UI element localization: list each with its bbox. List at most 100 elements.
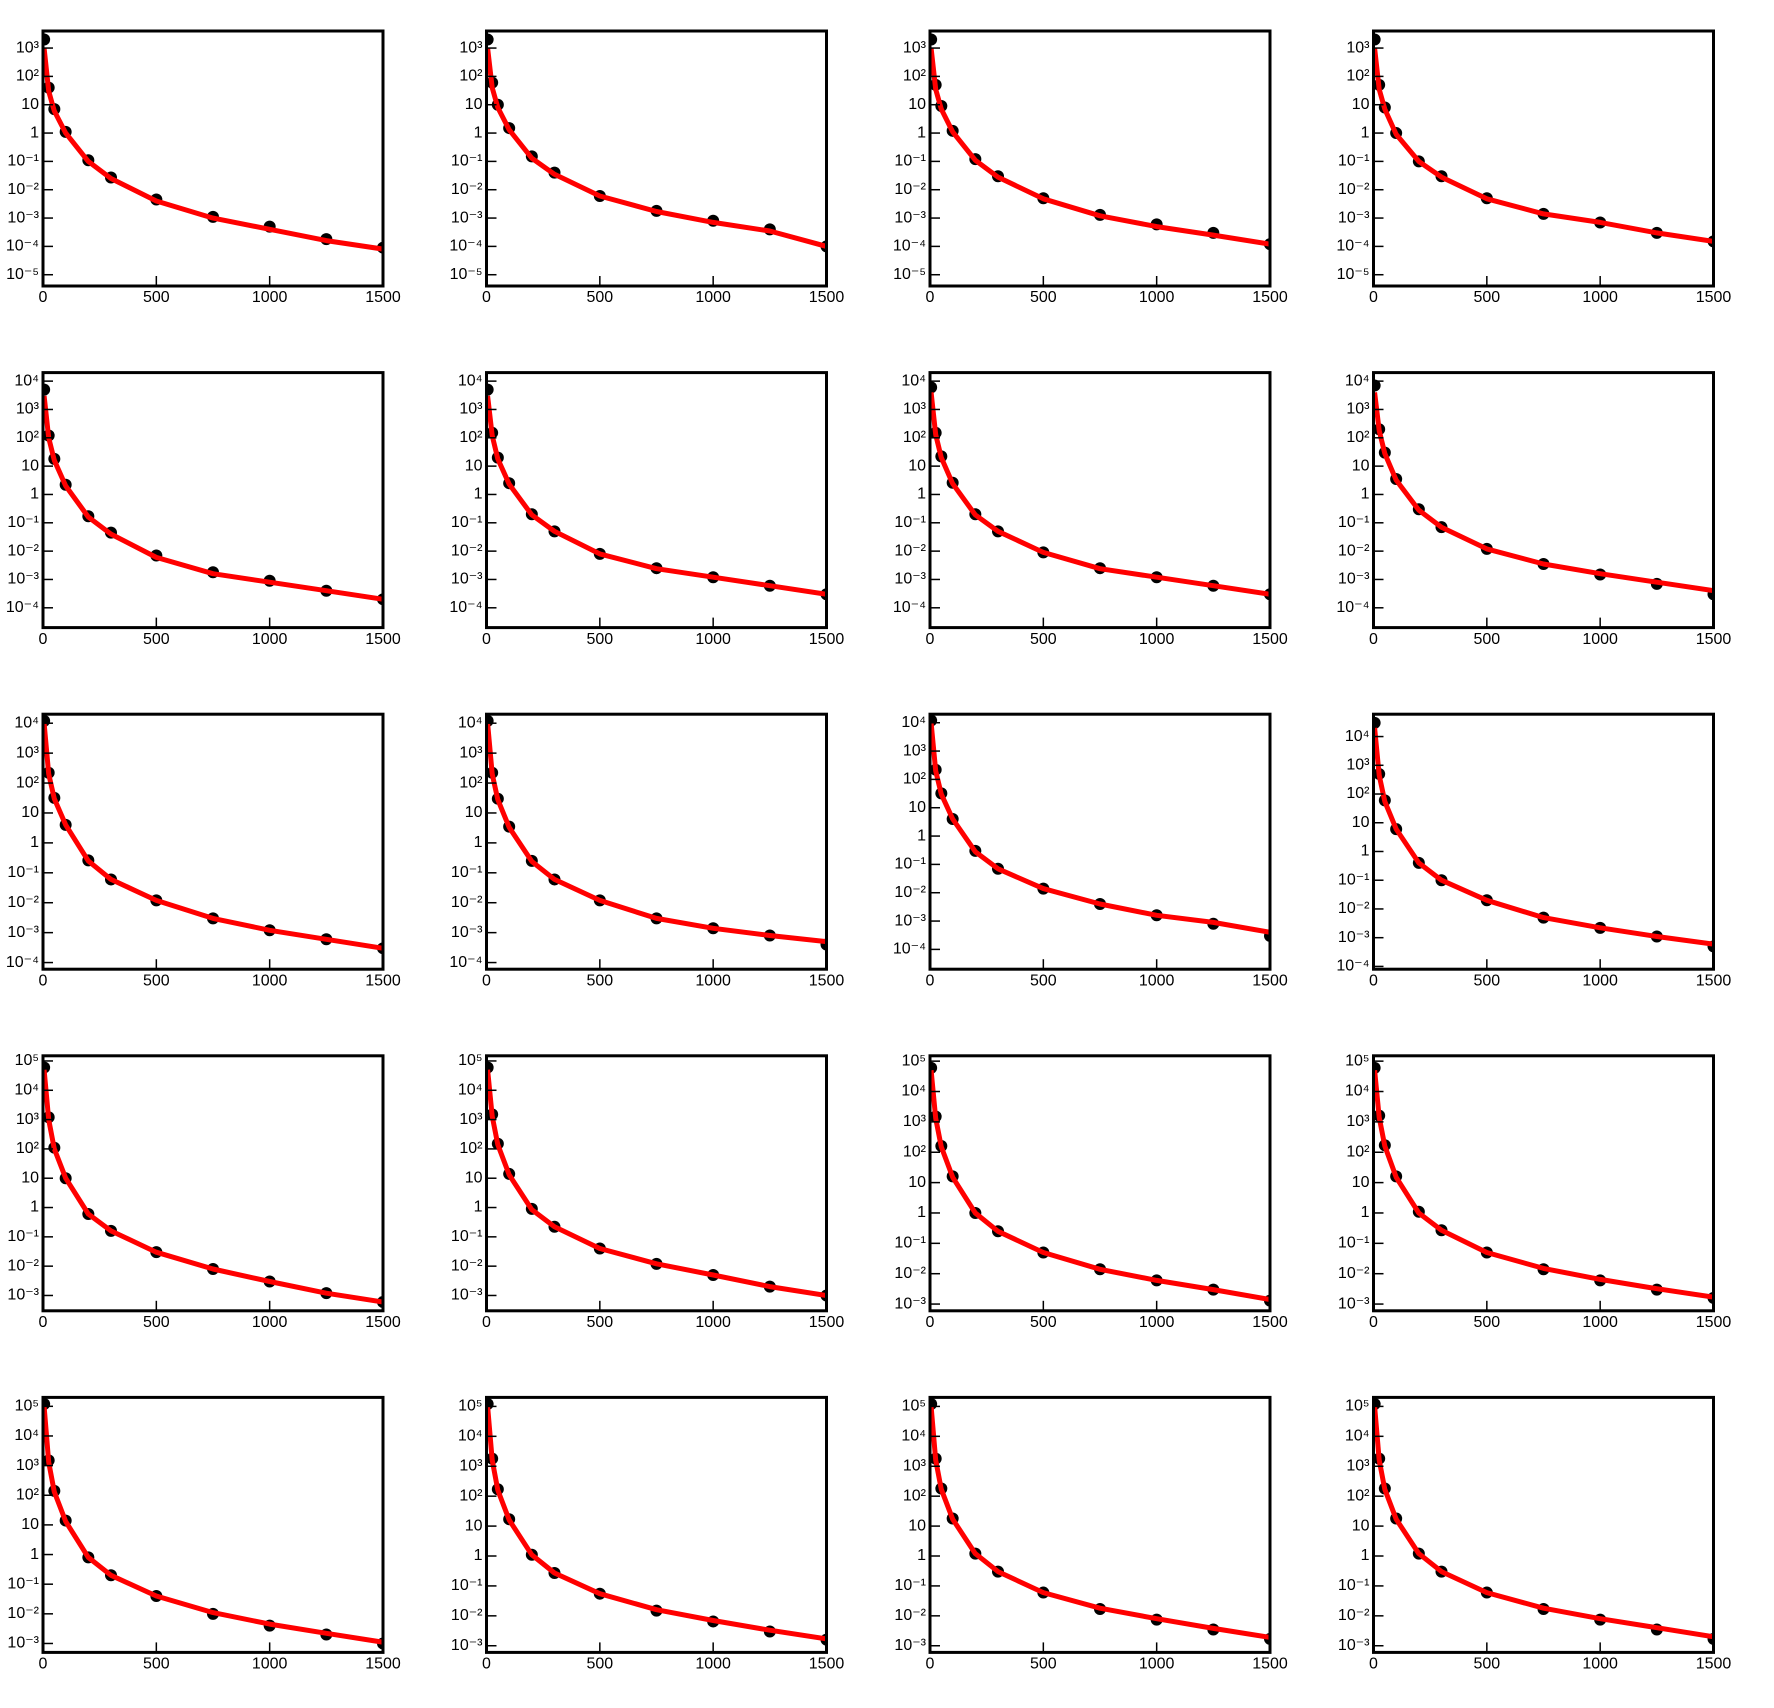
panel: 10⁻⁴ 10⁻³ 10⁻² 10⁻¹ 1 10 10² 10³ 10⁴ 0 500 1000 1500 (1336, 712, 1732, 989)
y-tick-label: 10³ (16, 39, 40, 56)
x-tick-label: 500 (1030, 972, 1057, 989)
y-tick-label: 1 (30, 124, 39, 141)
y-tick-label: 10² (903, 771, 927, 788)
y-tick-label: 10⁻⁵ (1337, 266, 1370, 283)
x-tick-label: 500 (1030, 1314, 1057, 1331)
y-tick-label: 10⁻¹ (1338, 514, 1370, 531)
y-tick-label: 10⁻² (7, 894, 39, 911)
fit-line (486, 1069, 827, 1298)
y-tick-label: 10 (1352, 1174, 1370, 1191)
y-tick-label: 1 (30, 1199, 39, 1216)
fit-line (930, 47, 1270, 247)
y-tick-label: 10⁻¹ (1338, 153, 1370, 170)
y-tick-label: 10⁻³ (451, 209, 483, 226)
plot-area (930, 1398, 1270, 1645)
y-tick-label: 10² (16, 429, 40, 446)
y-tick-label: 10⁵ (15, 1052, 39, 1069)
x-tick-label: 500 (1473, 289, 1500, 306)
x-tick-label: 1500 (365, 631, 401, 648)
x-tick-label: 1000 (695, 1314, 731, 1331)
y-tick-label: 10⁻⁴ (6, 599, 39, 616)
y-tick-label: 10³ (459, 744, 483, 761)
panel: 10⁻³ 10⁻² 10⁻¹ 1 10 10² 10³ 10⁴ 10⁵ 0 500 1000 1500 (451, 1395, 844, 1673)
panel: 10⁻⁴ 10⁻³ 10⁻² 10⁻¹ 1 10 10² 10³ 10⁴ 0 500 1000 1500 (893, 712, 1288, 989)
x-tick-label: 1500 (1696, 631, 1732, 648)
y-tick-label: 10² (903, 68, 927, 85)
x-tick-label: 0 (1369, 1656, 1378, 1673)
y-tick-label: 10⁻¹ (451, 864, 483, 881)
plot-frame (928, 29, 1272, 288)
y-tick-label: 10⁻³ (894, 912, 926, 929)
y-tick-label: 10⁻³ (894, 1637, 926, 1654)
plot-area (486, 1061, 827, 1302)
panel: 10⁻³ 10⁻² 10⁻¹ 1 10 10² 10³ 10⁴ 10⁵ 0 500 1000 1500 (7, 1052, 400, 1331)
fit-line (1373, 47, 1714, 244)
x-tick-label: 0 (926, 1656, 935, 1673)
x-tick-label: 500 (143, 1314, 170, 1331)
x-tick-label: 500 (143, 972, 170, 989)
y-tick-label: 10⁴ (14, 1427, 39, 1444)
plot-area (486, 714, 827, 951)
panel: 10⁻⁴ 10⁻³ 10⁻² 10⁻¹ 1 10 10² 10³ 10⁴ 0 500 1000 1500 (1336, 371, 1732, 648)
y-tick-label: 10² (459, 1140, 483, 1157)
x-tick-label: 500 (586, 972, 613, 989)
y-tick-label: 10 (465, 1169, 483, 1186)
y-tick-label: 10² (16, 1486, 40, 1503)
y-tick-label: 10² (1346, 68, 1370, 85)
y-tick-label: 10³ (1346, 39, 1370, 56)
plot-area (486, 33, 827, 253)
y-tick-label: 10 (908, 457, 926, 474)
y-tick-label: 10⁻¹ (1338, 871, 1370, 888)
panel: 10⁻⁵ 10⁻⁴ 10⁻³ 10⁻² 10⁻¹ 1 10 10² 10³ 0 500 1000 150… (1336, 29, 1731, 306)
plot-frame (1372, 712, 1715, 971)
fit-line (1373, 392, 1714, 594)
panel: 10⁻⁴ 10⁻³ 10⁻² 10⁻¹ 1 10 10² 10³ 10⁴ 0 500 1000 1500 (6, 712, 401, 989)
panel: 10⁻³ 10⁻² 10⁻¹ 1 10 10² 10³ 10⁴ 10⁵ 0 500 1000 1500 (894, 1395, 1288, 1673)
x-tick-label: 1500 (1696, 972, 1732, 989)
y-tick-label: 10⁻⁴ (449, 238, 482, 255)
y-tick-label: 10 (908, 1174, 926, 1191)
y-tick-label: 10 (465, 1517, 483, 1534)
y-tick-label: 10⁻¹ (7, 514, 39, 531)
y-tick-label: 10⁻¹ (7, 864, 39, 881)
y-tick-label: 10 (908, 96, 926, 113)
plot-area (1373, 716, 1714, 953)
y-tick-label: 10³ (16, 744, 40, 761)
y-tick-label: 10⁵ (1345, 1398, 1369, 1415)
x-tick-label: 1000 (252, 972, 288, 989)
y-tick-label: 10³ (16, 1111, 40, 1128)
panel: 10⁻³ 10⁻² 10⁻¹ 1 10 10² 10³ 10⁴ 10⁵ 0 500 1000 1500 (1338, 1395, 1731, 1673)
y-tick-label: 10⁻² (894, 1607, 926, 1624)
y-tick-label: 1 (1361, 486, 1370, 503)
y-tick-label: 10⁻² (1338, 542, 1370, 559)
x-tick-label: 0 (926, 631, 935, 648)
x-tick-label: 1000 (1582, 1656, 1618, 1673)
y-tick-label: 10² (459, 429, 483, 446)
x-tick-label: 0 (39, 1656, 48, 1673)
y-tick-label: 10⁻⁴ (6, 954, 39, 971)
x-tick-label: 0 (1369, 631, 1378, 648)
y-tick-label: 1 (917, 1547, 926, 1564)
y-tick-label: 10⁻⁴ (1336, 599, 1369, 616)
x-tick-label: 500 (143, 289, 170, 306)
plot-area (43, 383, 383, 606)
data-point (1373, 716, 1381, 729)
y-tick-label: 10³ (1346, 757, 1370, 774)
x-tick-label: 1500 (1252, 972, 1288, 989)
y-tick-label: 10⁻¹ (451, 1577, 483, 1594)
x-tick-label: 0 (39, 972, 48, 989)
x-tick-label: 0 (926, 972, 935, 989)
y-tick-label: 10³ (903, 401, 927, 418)
y-tick-label: 10 (21, 457, 39, 474)
y-tick-label: 10² (903, 1487, 927, 1504)
fit-line (43, 47, 383, 252)
x-tick-label: 0 (39, 1314, 48, 1331)
y-tick-label: 10⁻² (451, 1607, 483, 1624)
y-tick-label: 10 (908, 1517, 926, 1534)
y-tick-label: 10⁻² (451, 542, 483, 559)
x-tick-label: 1500 (1252, 1314, 1288, 1331)
x-tick-label: 1500 (365, 1314, 401, 1331)
panel: 10⁻⁴ 10⁻³ 10⁻² 10⁻¹ 1 10 10² 10³ 10⁴ 0 500 1000 1500 (893, 371, 1288, 648)
x-tick-label: 1500 (365, 1656, 401, 1673)
